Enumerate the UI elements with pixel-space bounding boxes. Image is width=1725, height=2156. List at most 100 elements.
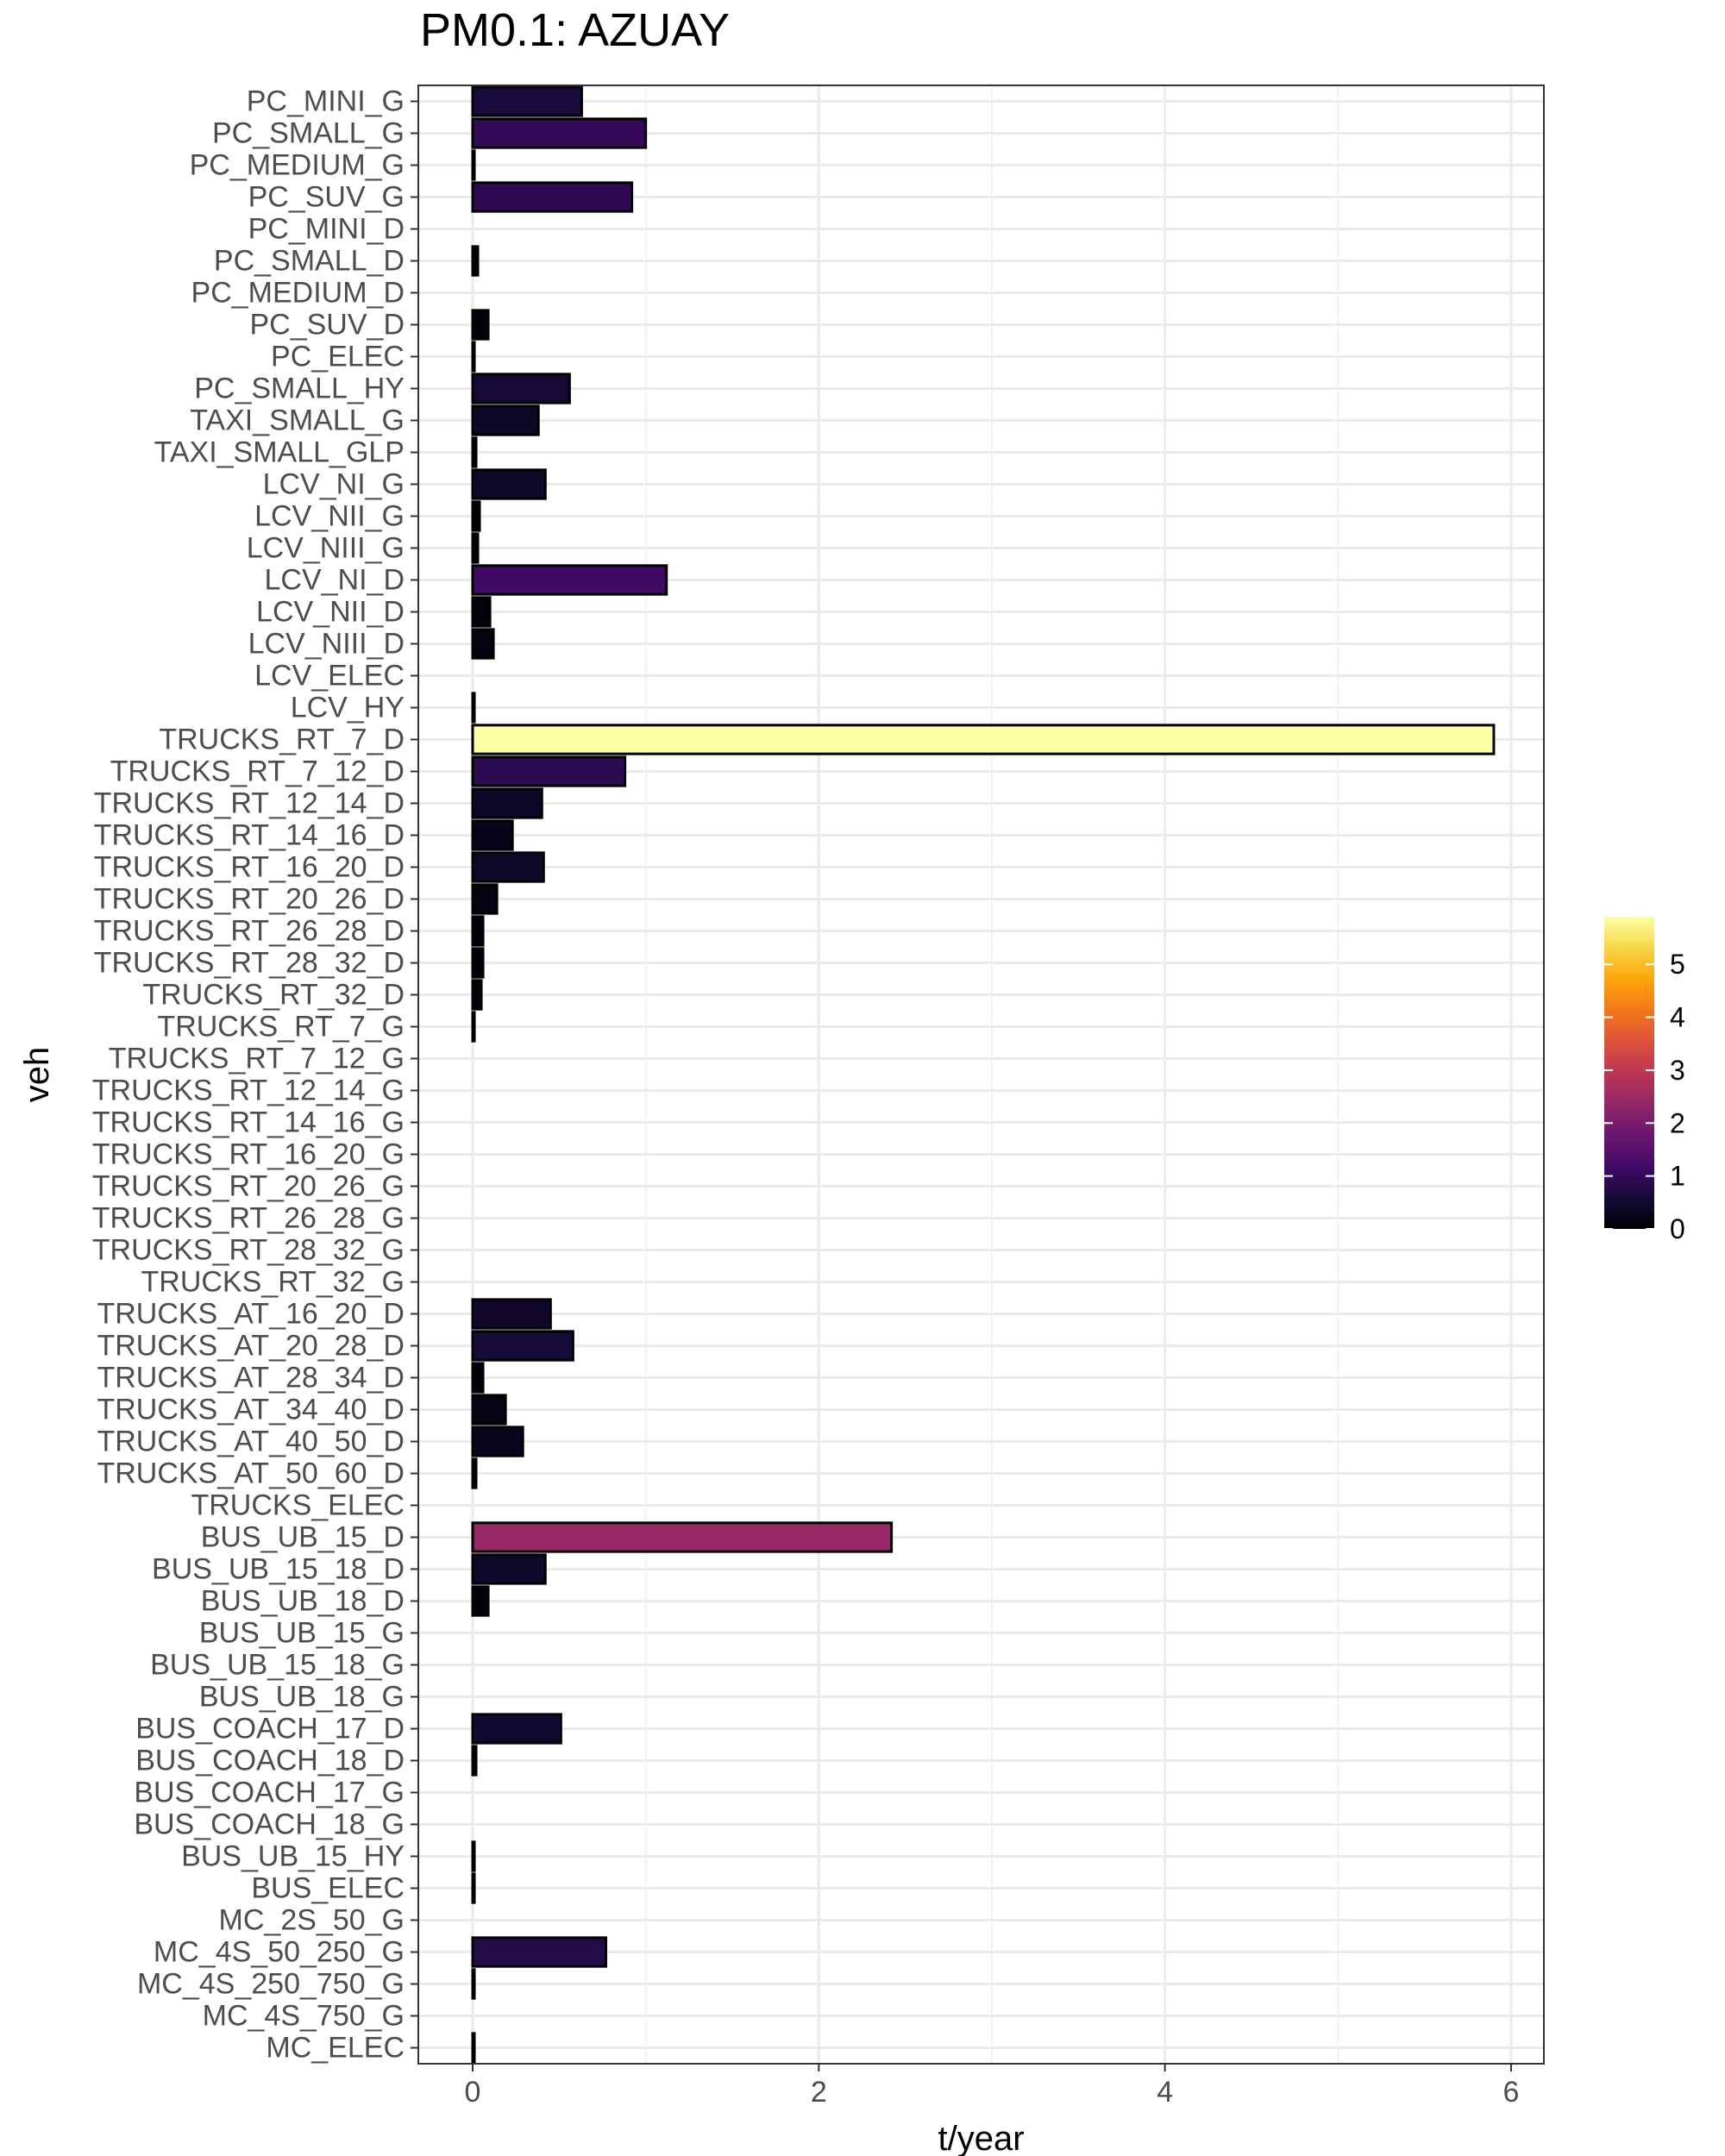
- y-tick-label: TRUCKS_RT_20_26_G: [92, 1170, 405, 1203]
- bars-layer: [471, 85, 1496, 2064]
- bar-trucks-rt-26-28-d: [471, 915, 485, 947]
- legend-tick-label: 4: [1670, 1002, 1685, 1033]
- y-tick-label: LCV_NII_G: [254, 500, 405, 533]
- y-tick-label: PC_SMALL_G: [212, 117, 405, 150]
- bar-trucks-at-16-20-d: [471, 1298, 552, 1330]
- y-tick-label: BUS_ELEC: [251, 1872, 405, 1905]
- bar-bus-ub-15-hy: [471, 1840, 476, 1872]
- legend-colorbar: [1604, 917, 1654, 1229]
- y-tick-label: PC_SMALL_D: [214, 245, 405, 278]
- bar-mc-4s-50-250-g: [471, 1936, 608, 1968]
- bar-pc-suv-g: [471, 181, 634, 213]
- y-tick-label: LCV_ELEC: [254, 660, 405, 693]
- y-tick-label: TRUCKS_RT_7_12_D: [110, 755, 405, 788]
- y-tick-label: BUS_UB_15_HY: [181, 1840, 405, 1873]
- y-tick-label: TRUCKS_RT_26_28_D: [94, 915, 405, 948]
- y-tick-label: BUS_UB_18_G: [199, 1681, 405, 1714]
- x-tick-label: 6: [1503, 2076, 1520, 2109]
- bar-trucks-rt-7-g: [471, 1011, 476, 1043]
- y-tick-label: PC_MEDIUM_D: [191, 277, 405, 310]
- bar-trucks-at-34-40-d: [471, 1394, 507, 1426]
- y-tick-label: PC_SUV_G: [248, 181, 405, 214]
- y-tick-label: TRUCKS_AT_28_34_D: [97, 1362, 405, 1395]
- bar-lcv-ni-d: [471, 564, 668, 596]
- y-tick-label: LCV_HY: [291, 692, 405, 724]
- y-tick-label: BUS_UB_15_18_G: [150, 1649, 405, 1682]
- bar-bus-ub-15-d: [471, 1521, 894, 1553]
- bar-trucks-rt-16-20-d: [471, 851, 545, 883]
- bar-pc-small-g: [471, 117, 648, 149]
- bar-lcv-hy: [471, 692, 476, 724]
- bar-trucks-rt-7-d: [471, 724, 1496, 755]
- y-tick-label: TRUCKS_RT_7_G: [157, 1011, 405, 1044]
- bar-mc-4s-250-750-g: [471, 1968, 476, 2000]
- y-tick-label: BUS_COACH_18_D: [135, 1745, 405, 1777]
- y-axis-title: veh: [18, 1047, 56, 1103]
- bar-bus-ub-15-18-d: [471, 1553, 547, 1585]
- y-tick-label: TRUCKS_ELEC: [191, 1489, 405, 1522]
- y-tick-label: PC_SMALL_HY: [194, 373, 405, 405]
- bar-bus-coach-17-d: [471, 1713, 562, 1745]
- y-tick-label: TRUCKS_AT_50_60_D: [97, 1457, 405, 1490]
- bar-lcv-nii-g: [471, 500, 481, 532]
- bar-trucks-at-40-50-d: [471, 1426, 524, 1457]
- bar-lcv-ni-g: [471, 468, 547, 500]
- bar-trucks-at-20-28-d: [471, 1330, 574, 1362]
- bar-lcv-niii-d: [471, 628, 495, 660]
- bar-trucks-rt-7-12-d: [471, 755, 627, 787]
- bar-mc-elec: [471, 2032, 476, 2064]
- y-tick-label: TRUCKS_RT_16_20_G: [92, 1138, 405, 1171]
- y-tick-label: MC_4S_50_250_G: [154, 1936, 405, 1969]
- y-tick-label: TAXI_SMALL_GLP: [154, 436, 405, 469]
- plot-panel-border: [417, 85, 1545, 2065]
- bar-taxi-small-g: [471, 404, 540, 436]
- y-tick-label: TRUCKS_RT_28_32_G: [92, 1234, 405, 1267]
- y-tick-label: LCV_NIII_G: [247, 532, 405, 565]
- y-axis: PC_MINI_GPC_SMALL_GPC_MEDIUM_GPC_SUV_GPC…: [92, 85, 418, 2065]
- y-tick-label: PC_ELEC: [271, 341, 405, 373]
- bar-lcv-niii-g: [471, 532, 480, 564]
- y-tick-label: LCV_NIII_D: [248, 628, 405, 661]
- x-tick-label: 2: [811, 2076, 827, 2109]
- y-tick-label: TRUCKS_RT_7_D: [159, 724, 405, 756]
- y-tick-label: BUS_UB_15_D: [201, 1521, 405, 1554]
- legend-tick-label: 5: [1670, 949, 1685, 980]
- y-tick-label: TRUCKS_RT_14_16_D: [94, 819, 405, 852]
- bar-trucks-rt-12-14-d: [471, 787, 543, 819]
- y-tick-label: TRUCKS_RT_12_14_G: [92, 1075, 405, 1107]
- y-tick-label: MC_4S_250_750_G: [137, 1968, 405, 2001]
- y-tick-label: TRUCKS_RT_32_D: [142, 979, 405, 1012]
- bar-trucks-rt-20-26-d: [471, 883, 499, 915]
- y-tick-label: TRUCKS_RT_20_26_D: [94, 883, 405, 916]
- y-tick-label: PC_MINI_G: [247, 85, 405, 118]
- y-tick-label: TAXI_SMALL_G: [190, 404, 405, 437]
- bar-lcv-nii-d: [471, 596, 492, 628]
- y-tick-label: TRUCKS_AT_16_20_D: [97, 1298, 405, 1331]
- y-tick-label: BUS_UB_18_D: [201, 1585, 405, 1618]
- legend-tick-label: 3: [1670, 1055, 1685, 1086]
- y-tick-label: PC_MEDIUM_G: [190, 149, 405, 182]
- y-tick-label: PC_MINI_D: [248, 213, 405, 246]
- x-tick-label: 0: [465, 2076, 481, 2109]
- bar-trucks-at-50-60-d: [471, 1457, 478, 1489]
- bar-pc-mini-g: [471, 85, 583, 117]
- y-tick-label: TRUCKS_RT_26_28_G: [92, 1202, 405, 1235]
- y-tick-label: LCV_NI_G: [263, 468, 405, 501]
- y-tick-label: TRUCKS_RT_16_20_D: [94, 851, 405, 884]
- y-tick-label: BUS_UB_15_18_D: [152, 1553, 405, 1586]
- bar-bus-ub-18-d: [471, 1585, 490, 1617]
- bar-pc-elec: [471, 341, 476, 373]
- legend-tick-label: 1: [1670, 1161, 1685, 1192]
- y-tick-label: BUS_COACH_17_G: [134, 1777, 405, 1809]
- y-tick-label: TRUCKS_RT_14_16_G: [92, 1106, 405, 1139]
- y-tick-label: LCV_NI_D: [264, 564, 405, 597]
- x-axis: 0 2 4 6: [465, 2064, 1520, 2109]
- y-tick-label: TRUCKS_RT_12_14_D: [94, 787, 405, 820]
- x-tick-label: 4: [1157, 2076, 1173, 2109]
- bar-pc-small-d: [471, 245, 480, 277]
- y-tick-label: BUS_COACH_17_D: [135, 1713, 405, 1745]
- bar-pc-medium-g: [471, 149, 476, 181]
- y-tick-label: LCV_NII_D: [256, 596, 405, 629]
- y-tick-label: TRUCKS_AT_20_28_D: [97, 1330, 405, 1363]
